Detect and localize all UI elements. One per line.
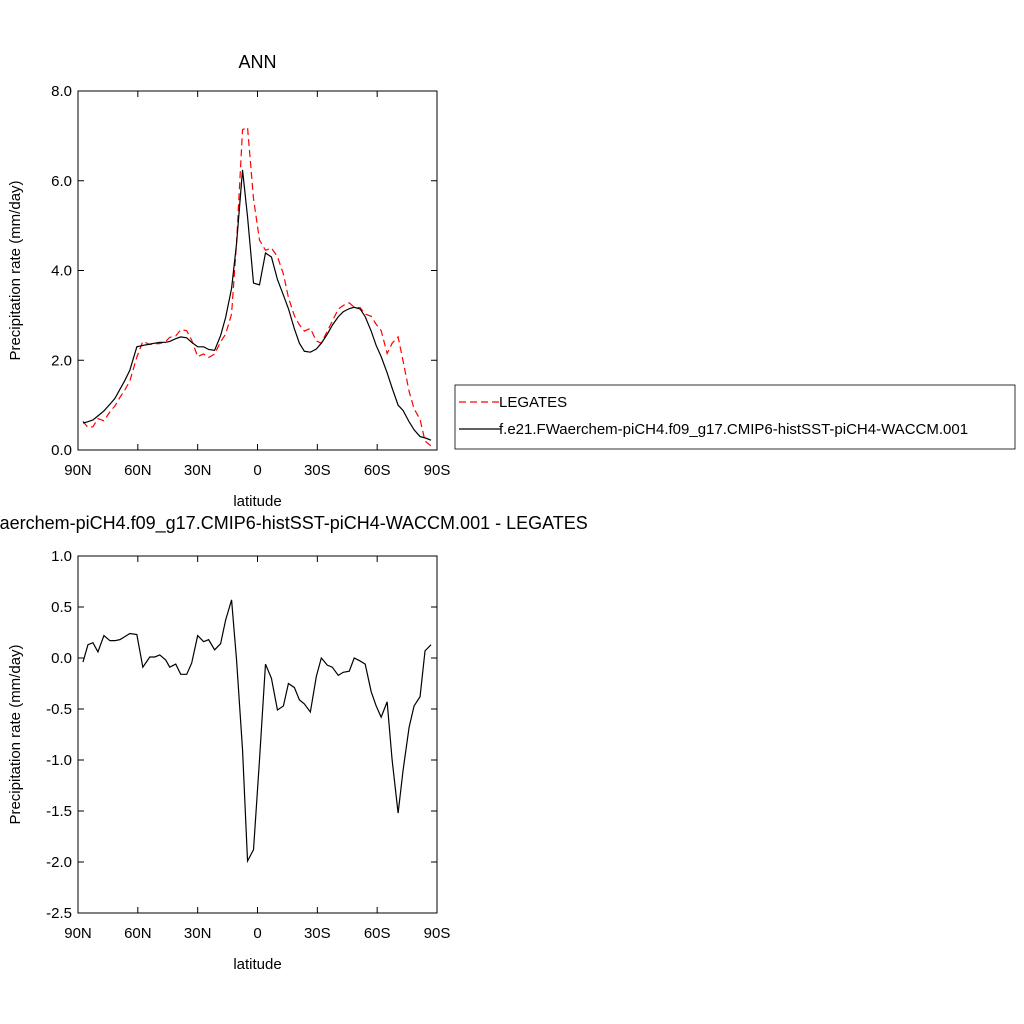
x-tick-label: 90N xyxy=(64,925,92,942)
y-tick-label: 0.0 xyxy=(51,442,72,459)
legend-label: LEGATES xyxy=(499,394,567,411)
y-tick-label: -2.5 xyxy=(46,905,72,922)
y-axis-label: Precipitation rate (mm/day) xyxy=(7,180,24,360)
x-tick-label: 30S xyxy=(304,925,331,942)
y-tick-label: -1.0 xyxy=(46,752,72,769)
x-tick-label: 60S xyxy=(364,462,391,479)
x-tick-label: 30N xyxy=(184,462,212,479)
x-tick-label: 0 xyxy=(253,925,261,942)
x-tick-label: 90S xyxy=(424,925,451,942)
chart-title: ANN xyxy=(238,52,276,72)
chart-title: f.e21.FWaerchem-piCH4.f09_g17.CMIP6-hist… xyxy=(0,513,588,534)
series-line xyxy=(82,169,432,441)
y-tick-label: 6.0 xyxy=(51,173,72,190)
series-line xyxy=(82,126,432,447)
x-axis-label: latitude xyxy=(233,493,281,510)
y-tick-label: -0.5 xyxy=(46,701,72,718)
series-line xyxy=(82,599,432,864)
x-tick-label: 60N xyxy=(124,462,152,479)
y-tick-label: 0.5 xyxy=(51,599,72,616)
y-axis-label: Precipitation rate (mm/day) xyxy=(7,644,24,824)
y-tick-label: 4.0 xyxy=(51,263,72,280)
x-tick-label: 0 xyxy=(253,462,261,479)
x-tick-label: 60N xyxy=(124,925,152,942)
x-tick-label: 90S xyxy=(424,462,451,479)
y-tick-label: 8.0 xyxy=(51,83,72,100)
y-tick-label: -1.5 xyxy=(46,803,72,820)
y-tick-label: 1.0 xyxy=(51,548,72,565)
legend: LEGATES f.e21.FWaerchem-piCH4.f09_g17.CMI… xyxy=(454,384,1016,450)
x-tick-label: 60S xyxy=(364,925,391,942)
y-tick-label: 0.0 xyxy=(51,650,72,667)
legend-box xyxy=(454,384,1016,450)
plot-frame xyxy=(77,555,438,914)
x-tick-label: 30N xyxy=(184,925,212,942)
plot-frame xyxy=(77,90,438,451)
x-tick-label: 30S xyxy=(304,462,331,479)
x-tick-label: 90N xyxy=(64,462,92,479)
y-tick-label: 2.0 xyxy=(51,352,72,369)
x-axis-label: latitude xyxy=(233,956,281,973)
y-tick-label: -2.0 xyxy=(46,854,72,871)
legend-label: f.e21.FWaerchem-piCH4.f09_g17.CMIP6-hist… xyxy=(499,421,968,438)
